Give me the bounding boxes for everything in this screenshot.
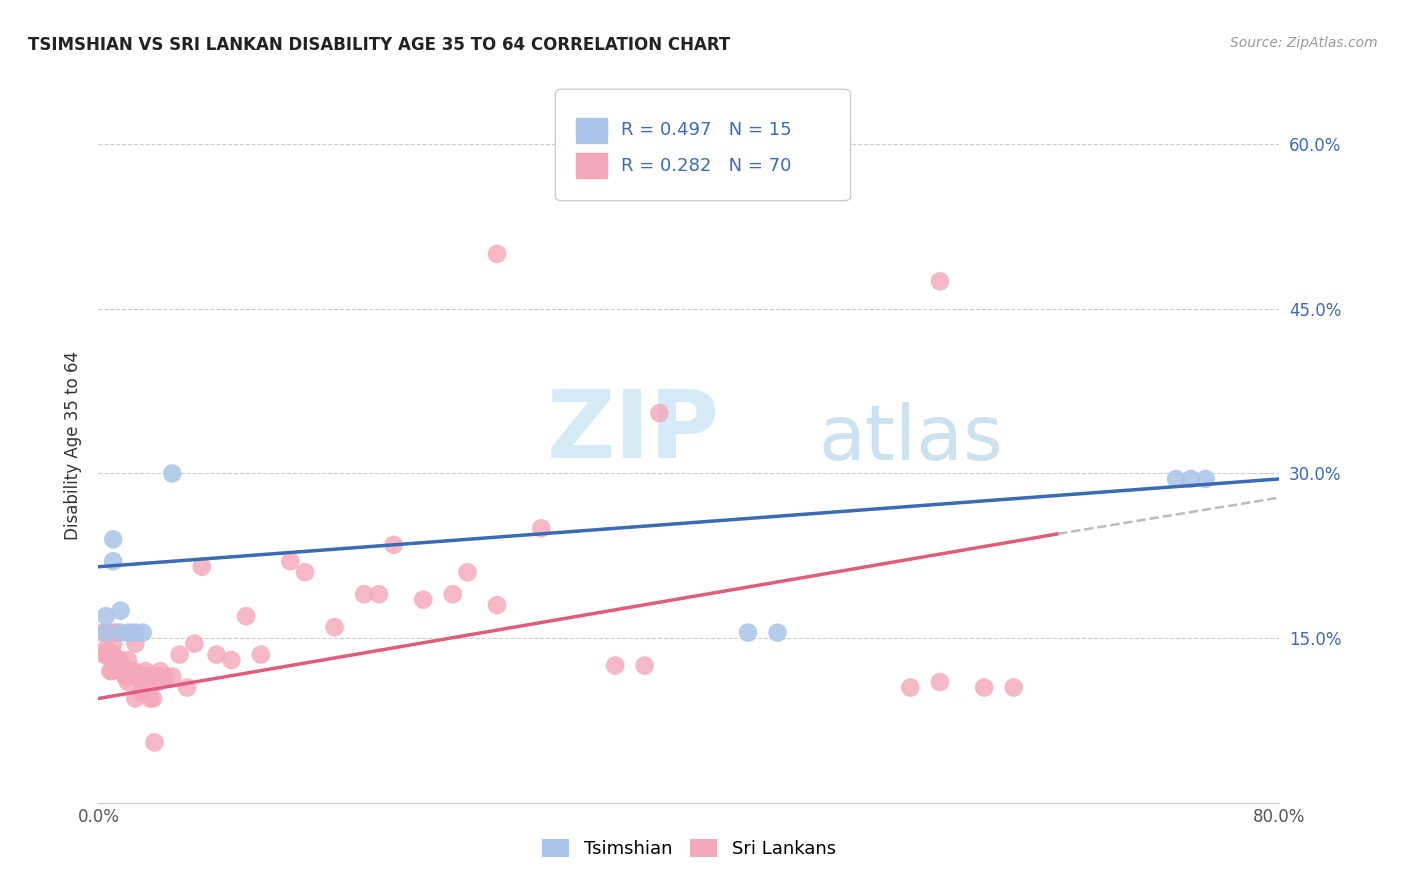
- Point: [96, 648, 118, 662]
- Point: [294, 566, 316, 580]
- Point: [486, 598, 509, 612]
- Point: [94, 625, 117, 640]
- Point: [169, 648, 191, 662]
- Point: [103, 648, 125, 662]
- Point: [141, 669, 163, 683]
- Point: [103, 533, 125, 547]
- Point: [142, 691, 165, 706]
- Point: [929, 274, 952, 288]
- Point: [221, 653, 243, 667]
- Point: [353, 587, 375, 601]
- Point: [149, 664, 172, 678]
- Point: [648, 406, 671, 420]
- Point: [103, 625, 125, 640]
- Point: [117, 664, 139, 678]
- Point: [457, 566, 479, 580]
- Point: [110, 625, 132, 640]
- Point: [1180, 472, 1202, 486]
- Point: [1166, 472, 1188, 486]
- Point: [530, 521, 553, 535]
- Text: Source: ZipAtlas.com: Source: ZipAtlas.com: [1230, 36, 1378, 50]
- Point: [441, 587, 464, 601]
- Point: [183, 637, 205, 651]
- Point: [110, 664, 132, 678]
- Point: [737, 625, 759, 640]
- Point: [117, 625, 139, 640]
- Point: [162, 669, 183, 683]
- Text: ZIP: ZIP: [547, 385, 720, 478]
- Point: [124, 637, 146, 651]
- Point: [93, 648, 115, 662]
- Point: [94, 642, 117, 657]
- Point: [91, 625, 114, 640]
- Point: [973, 681, 995, 695]
- Point: [139, 691, 162, 706]
- Y-axis label: Disability Age 35 to 64: Disability Age 35 to 64: [65, 351, 83, 541]
- Text: atlas: atlas: [818, 402, 1004, 475]
- Point: [117, 653, 139, 667]
- Point: [97, 648, 120, 662]
- Point: [605, 658, 627, 673]
- Point: [127, 669, 149, 683]
- Point: [122, 664, 145, 678]
- Point: [205, 648, 228, 662]
- Point: [129, 686, 152, 700]
- Point: [114, 669, 136, 683]
- Point: [153, 669, 176, 683]
- Text: R = 0.497   N = 15: R = 0.497 N = 15: [621, 121, 792, 139]
- Point: [766, 625, 789, 640]
- Point: [1002, 681, 1025, 695]
- Point: [146, 669, 169, 683]
- Point: [110, 604, 132, 618]
- Point: [121, 664, 143, 678]
- Point: [103, 637, 125, 651]
- Point: [412, 592, 434, 607]
- Point: [110, 653, 132, 667]
- Point: [98, 664, 121, 678]
- Point: [323, 620, 346, 634]
- Point: [128, 669, 150, 683]
- Point: [107, 653, 129, 667]
- Point: [250, 648, 273, 662]
- Point: [368, 587, 391, 601]
- Point: [112, 664, 135, 678]
- Text: R = 0.282   N = 70: R = 0.282 N = 70: [621, 157, 792, 175]
- Point: [132, 675, 155, 690]
- Point: [124, 691, 146, 706]
- Point: [146, 675, 169, 690]
- Text: TSIMSHIAN VS SRI LANKAN DISABILITY AGE 35 TO 64 CORRELATION CHART: TSIMSHIAN VS SRI LANKAN DISABILITY AGE 3…: [28, 36, 730, 54]
- Point: [94, 609, 117, 624]
- Point: [108, 658, 131, 673]
- Point: [115, 669, 138, 683]
- Point: [1195, 472, 1218, 486]
- Point: [280, 554, 302, 568]
- Point: [132, 625, 155, 640]
- Point: [634, 658, 657, 673]
- Point: [929, 675, 952, 690]
- Point: [103, 554, 125, 568]
- Point: [120, 625, 142, 640]
- Point: [900, 681, 922, 695]
- Point: [124, 625, 146, 640]
- Point: [162, 467, 183, 481]
- Point: [105, 625, 128, 640]
- Point: [191, 559, 214, 574]
- Point: [111, 664, 134, 678]
- Point: [132, 669, 155, 683]
- Point: [117, 675, 139, 690]
- Point: [136, 669, 159, 683]
- Legend: Tsimshian, Sri Lankans: Tsimshian, Sri Lankans: [534, 831, 844, 865]
- Point: [176, 681, 198, 695]
- Point: [100, 664, 122, 678]
- Point: [135, 664, 157, 678]
- Point: [143, 735, 166, 749]
- Point: [486, 247, 509, 261]
- Point: [382, 538, 405, 552]
- Point: [235, 609, 257, 624]
- Point: [138, 669, 160, 683]
